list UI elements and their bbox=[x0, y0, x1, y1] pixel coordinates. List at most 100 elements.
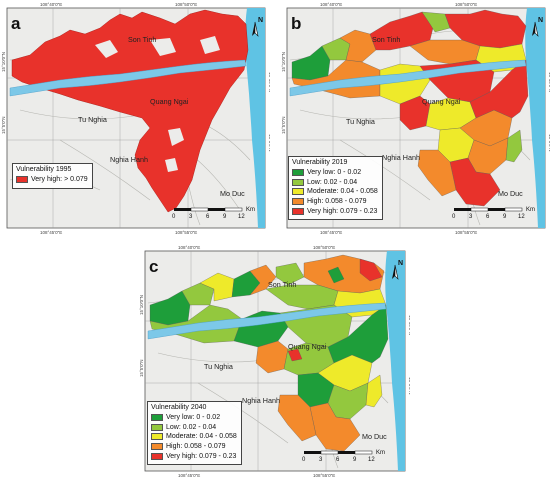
legend-a-label-very-high: Very high: > 0.079 bbox=[31, 176, 88, 184]
map-a-north-arrow: N bbox=[252, 17, 263, 37]
svg-text:6: 6 bbox=[486, 214, 490, 220]
svg-text:108°45'0"E: 108°45'0"E bbox=[40, 230, 62, 235]
svg-text:15°5'0"N: 15°5'0"N bbox=[281, 116, 286, 134]
label-mo-duc: Mo Duc bbox=[362, 432, 387, 441]
panel-a-letter: a bbox=[11, 14, 21, 33]
label-son-tinh: Son Tinh bbox=[268, 280, 296, 289]
legend-c-label-high: High: 0.058 - 0.079 bbox=[166, 443, 226, 451]
legend-a-swatch-very-high bbox=[16, 176, 28, 184]
map-a-coord-labels: 108°40'0"E 108°50'0"E 108°45'0"E 108°55'… bbox=[1, 2, 270, 235]
map-a-very-high-zone bbox=[11, 9, 249, 213]
svg-text:108°55'0"E: 108°55'0"E bbox=[455, 230, 477, 235]
label-nghia-hanh: Nghia Hanh bbox=[110, 155, 148, 164]
map-b-north-arrow: N bbox=[532, 17, 543, 37]
legend-c-label-low: Low: 0.02 - 0.04 bbox=[166, 423, 217, 431]
legend-b: Vulnerability 2019 Very low: 0 - 0.02 Lo… bbox=[288, 156, 383, 220]
map-a-place-labels: Son Tinh Quang Ngai Tu Nghia Nghia Hanh … bbox=[78, 35, 245, 198]
legend-c-title: Vulnerability 2040 bbox=[151, 404, 207, 411]
map-c-coord-labels: 108°40'0"E 108°50'0"E 108°45'0"E 108°55'… bbox=[139, 245, 410, 478]
legend-c-item-very-low: Very low: 0 - 0.02 bbox=[151, 413, 237, 423]
legend-b-item-low: Low: 0.02 - 0.04 bbox=[292, 178, 378, 188]
svg-text:108°40'0"E: 108°40'0"E bbox=[40, 2, 62, 7]
svg-text:6: 6 bbox=[206, 214, 210, 220]
panel-c-letter: c bbox=[149, 257, 158, 276]
label-nghia-hanh: Nghia Hanh bbox=[242, 396, 280, 405]
map-c-vulnerability-zones bbox=[149, 254, 389, 452]
label-nghia-hanh: Nghia Hanh bbox=[382, 153, 420, 162]
svg-text:Km: Km bbox=[376, 450, 385, 456]
label-mo-duc: Mo Duc bbox=[220, 189, 245, 198]
label-son-tinh: Son Tinh bbox=[372, 35, 400, 44]
label-quang-ngai: Quang Ngai bbox=[150, 97, 189, 106]
legend-c-label-very-high: Very high: 0.079 - 0.23 bbox=[166, 452, 237, 460]
legend-b-item-moderate: Moderate: 0.04 - 0.058 bbox=[292, 187, 378, 197]
map-c-scalebar: 0 3 6 9 12 Km bbox=[302, 450, 385, 463]
svg-text:15°10'0"N: 15°10'0"N bbox=[268, 72, 270, 92]
legend-b-item-very-high: Very high: 0.079 - 0.23 bbox=[292, 206, 378, 216]
map-panel-b: 108°40'0"E 108°50'0"E 108°45'0"E 108°55'… bbox=[280, 0, 550, 235]
legend-c-swatch-high bbox=[151, 443, 163, 451]
svg-text:3: 3 bbox=[189, 214, 193, 220]
svg-text:108°50'0"E: 108°50'0"E bbox=[175, 2, 197, 7]
legend-c-item-very-high: Very high: 0.079 - 0.23 bbox=[151, 451, 237, 461]
svg-text:15°10'0"N: 15°10'0"N bbox=[1, 52, 6, 72]
map-a-scalebar: 0 3 6 9 12 Km bbox=[172, 207, 255, 220]
legend-b-item-very-low: Very low: 0 - 0.02 bbox=[292, 168, 378, 178]
svg-text:15°10'0"N: 15°10'0"N bbox=[548, 72, 550, 92]
map-b-scalebar: 0 3 6 9 12 Km bbox=[452, 207, 535, 220]
map-c-river bbox=[147, 302, 387, 340]
legend-c-swatch-low bbox=[151, 423, 163, 431]
map-c-sea bbox=[385, 251, 405, 471]
legend-b-label-very-high: Very high: 0.079 - 0.23 bbox=[307, 207, 378, 215]
legend-a: Vulnerability 1995 Very high: > 0.079 bbox=[12, 163, 93, 189]
svg-text:15°5'0"N: 15°5'0"N bbox=[548, 134, 550, 152]
map-b-place-labels: Son Tinh Quang Ngai Tu Nghia Nghia Hanh … bbox=[346, 35, 523, 198]
legend-c: Vulnerability 2040 Very low: 0 - 0.02 Lo… bbox=[147, 401, 242, 465]
legend-b-item-high: High: 0.058 - 0.079 bbox=[292, 197, 378, 207]
svg-text:9: 9 bbox=[353, 457, 357, 463]
label-tu-nghia: Tu Nghia bbox=[78, 115, 107, 124]
legend-b-label-moderate: Moderate: 0.04 - 0.058 bbox=[307, 188, 378, 196]
legend-b-swatch-very-low bbox=[292, 169, 304, 177]
legend-c-swatch-very-high bbox=[151, 452, 163, 460]
legend-b-swatch-very-high bbox=[292, 207, 304, 215]
legend-b-label-low: Low: 0.02 - 0.04 bbox=[307, 178, 358, 186]
map-b-river bbox=[289, 59, 527, 97]
svg-text:15°5'0"N: 15°5'0"N bbox=[408, 377, 410, 395]
label-quang-ngai: Quang Ngai bbox=[422, 97, 461, 106]
svg-text:15°5'0"N: 15°5'0"N bbox=[268, 134, 270, 152]
svg-text:108°55'0"E: 108°55'0"E bbox=[175, 230, 197, 235]
label-tu-nghia: Tu Nghia bbox=[204, 362, 233, 371]
legend-c-item-moderate: Moderate: 0.04 - 0.058 bbox=[151, 432, 237, 442]
label-quang-ngai: Quang Ngai bbox=[288, 342, 327, 351]
legend-c-label-very-low: Very low: 0 - 0.02 bbox=[166, 414, 221, 422]
map-a-river bbox=[9, 59, 247, 97]
svg-text:N: N bbox=[398, 260, 403, 267]
map-c-north-arrow: N bbox=[392, 260, 403, 280]
legend-c-swatch-very-low bbox=[151, 414, 163, 422]
legend-c-label-moderate: Moderate: 0.04 - 0.058 bbox=[166, 433, 237, 441]
svg-text:15°5'0"N: 15°5'0"N bbox=[139, 359, 144, 377]
legend-b-label-high: High: 0.058 - 0.079 bbox=[307, 198, 367, 206]
map-panel-a: 108°40'0"E 108°50'0"E 108°45'0"E 108°55'… bbox=[0, 0, 270, 235]
svg-text:0: 0 bbox=[302, 457, 306, 463]
svg-text:0: 0 bbox=[172, 214, 176, 220]
label-mo-duc: Mo Duc bbox=[498, 189, 523, 198]
north-label: N bbox=[258, 17, 263, 24]
label-tu-nghia: Tu Nghia bbox=[346, 117, 375, 126]
svg-text:108°50'0"E: 108°50'0"E bbox=[455, 2, 477, 7]
svg-text:12: 12 bbox=[238, 214, 245, 220]
label-son-tinh: Son Tinh bbox=[128, 35, 156, 44]
svg-text:3: 3 bbox=[469, 214, 473, 220]
map-panel-c: 108°40'0"E 108°50'0"E 108°45'0"E 108°55'… bbox=[138, 243, 410, 478]
svg-text:15°5'0"N: 15°5'0"N bbox=[1, 116, 6, 134]
svg-text:108°40'0"E: 108°40'0"E bbox=[178, 245, 200, 250]
map-a-mask-holes bbox=[95, 36, 220, 172]
svg-text:N: N bbox=[538, 17, 543, 24]
legend-b-title: Vulnerability 2019 bbox=[292, 159, 348, 166]
legend-c-item-low: Low: 0.02 - 0.04 bbox=[151, 423, 237, 433]
legend-b-swatch-moderate bbox=[292, 188, 304, 196]
svg-text:12: 12 bbox=[368, 457, 375, 463]
map-b-vulnerability-zones bbox=[291, 9, 529, 207]
map-b-coord-labels: 108°40'0"E 108°50'0"E 108°45'0"E 108°55'… bbox=[281, 2, 550, 235]
